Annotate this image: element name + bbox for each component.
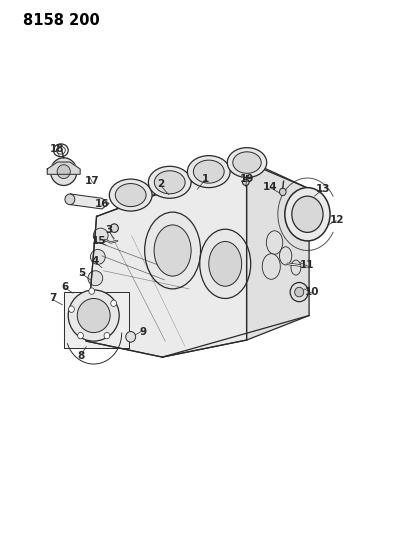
Ellipse shape <box>145 212 201 289</box>
Ellipse shape <box>266 231 283 254</box>
Ellipse shape <box>104 333 110 339</box>
Ellipse shape <box>154 225 191 276</box>
Ellipse shape <box>292 196 323 232</box>
Ellipse shape <box>93 228 108 243</box>
Ellipse shape <box>279 188 286 196</box>
Ellipse shape <box>65 194 75 205</box>
Ellipse shape <box>290 282 308 302</box>
Text: 11: 11 <box>300 260 315 270</box>
Ellipse shape <box>77 298 110 333</box>
Ellipse shape <box>69 306 74 312</box>
Text: 9: 9 <box>139 327 147 336</box>
Text: 15: 15 <box>92 236 107 246</box>
Text: 18: 18 <box>49 144 64 154</box>
Polygon shape <box>71 194 109 209</box>
Text: 8158 200: 8158 200 <box>23 13 99 28</box>
Text: 4: 4 <box>92 256 99 266</box>
Ellipse shape <box>194 160 224 183</box>
Text: 3: 3 <box>105 225 113 235</box>
Ellipse shape <box>227 148 267 177</box>
Text: 2: 2 <box>157 179 164 189</box>
Ellipse shape <box>89 288 95 294</box>
Ellipse shape <box>155 171 185 194</box>
Text: 16: 16 <box>95 199 109 208</box>
Ellipse shape <box>51 158 77 185</box>
Ellipse shape <box>279 247 292 265</box>
Text: 8: 8 <box>78 351 85 361</box>
Ellipse shape <box>285 188 330 241</box>
Ellipse shape <box>291 260 301 275</box>
Text: 13: 13 <box>315 184 330 194</box>
Ellipse shape <box>86 291 101 306</box>
Text: 14: 14 <box>263 182 278 191</box>
Ellipse shape <box>57 165 70 179</box>
Ellipse shape <box>262 254 280 279</box>
Ellipse shape <box>187 156 230 188</box>
Text: 19: 19 <box>240 174 254 183</box>
Text: 17: 17 <box>85 176 100 186</box>
Ellipse shape <box>295 287 304 297</box>
Ellipse shape <box>68 290 119 341</box>
Text: 7: 7 <box>49 294 56 303</box>
Ellipse shape <box>242 179 249 185</box>
Ellipse shape <box>110 224 118 232</box>
Ellipse shape <box>90 249 105 264</box>
Text: 6: 6 <box>61 282 69 292</box>
Text: 12: 12 <box>330 215 344 224</box>
Ellipse shape <box>126 332 136 342</box>
Polygon shape <box>247 162 309 340</box>
Text: 1: 1 <box>202 174 209 183</box>
Ellipse shape <box>148 166 191 198</box>
Ellipse shape <box>115 183 146 207</box>
Ellipse shape <box>111 300 116 306</box>
Text: 5: 5 <box>79 268 86 278</box>
Ellipse shape <box>109 179 152 211</box>
Text: 10: 10 <box>305 287 320 297</box>
Ellipse shape <box>88 271 103 286</box>
Ellipse shape <box>209 241 242 286</box>
Ellipse shape <box>233 152 261 173</box>
Polygon shape <box>47 162 80 174</box>
Polygon shape <box>86 162 247 357</box>
Polygon shape <box>64 292 129 348</box>
Ellipse shape <box>78 333 83 339</box>
Polygon shape <box>97 160 309 220</box>
Ellipse shape <box>200 229 251 298</box>
